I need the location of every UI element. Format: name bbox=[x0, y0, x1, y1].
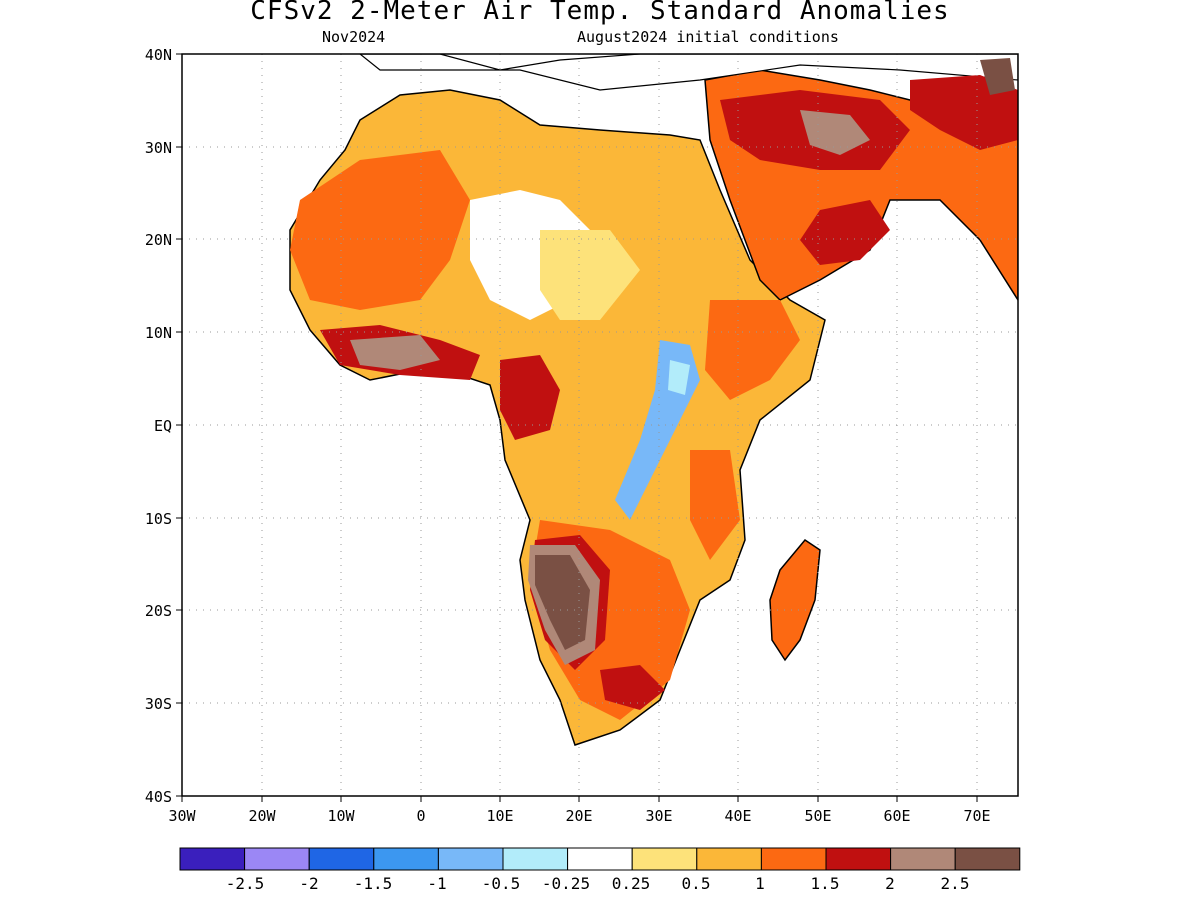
initial-conditions: August2024 initial conditions bbox=[577, 28, 839, 46]
lon-label: 60E bbox=[883, 807, 910, 825]
congo-anomaly bbox=[500, 355, 560, 440]
south-africa-anomaly bbox=[600, 665, 665, 710]
lon-label: 20E bbox=[565, 807, 592, 825]
lat-label: 40N bbox=[145, 46, 172, 64]
colorbar-label: -1 bbox=[427, 874, 446, 893]
lon-label: 30W bbox=[168, 807, 196, 825]
colorbar-swatch bbox=[696, 847, 762, 871]
colorbar-labels: -2.5 -2 -1.5 -1 -0.5 -0.25 0.25 0.5 1 1.… bbox=[226, 874, 970, 893]
colorbar-swatch bbox=[437, 847, 504, 871]
arabia-south-anomaly bbox=[800, 200, 890, 265]
west-africa-peak-anomaly bbox=[350, 335, 440, 370]
colorbar bbox=[179, 847, 1021, 871]
lon-labels: 30W 20W 10W 0 10E 20E 30E 40E 50E 60E 70… bbox=[168, 807, 990, 825]
colorbar-swatch bbox=[631, 847, 698, 871]
gridlines bbox=[182, 54, 1018, 796]
lon-label: 20W bbox=[248, 807, 276, 825]
colorbar-label: -2 bbox=[299, 874, 318, 893]
lon-label: 50E bbox=[804, 807, 831, 825]
colorbar-label: 0.5 bbox=[682, 874, 711, 893]
lat-label: EQ bbox=[154, 417, 172, 435]
namibia-core-anomaly bbox=[535, 555, 590, 650]
colorbar-label: -0.5 bbox=[482, 874, 521, 893]
colorbar-swatch bbox=[890, 847, 956, 871]
anomaly-field bbox=[289, 54, 1018, 746]
iran-peak-anomaly bbox=[980, 58, 1015, 95]
colorbar-swatch bbox=[954, 847, 1021, 871]
colorbar-label: 2.5 bbox=[941, 874, 970, 893]
colorbar-swatch bbox=[179, 847, 246, 871]
lat-label: 20S bbox=[145, 602, 172, 620]
axis-ticks bbox=[176, 53, 978, 802]
valid-period: Nov2024 bbox=[322, 28, 386, 46]
colorbar-swatch bbox=[308, 847, 375, 871]
lat-label: 30N bbox=[145, 139, 172, 157]
europe-land bbox=[359, 54, 1018, 91]
lat-labels: 40N 30N 20N 10N EQ 10S 20S 30S 40S bbox=[145, 46, 172, 806]
colorbar-swatch bbox=[567, 847, 633, 871]
colorbar-label: -0.25 bbox=[542, 874, 590, 893]
colorbar-swatch bbox=[825, 847, 892, 871]
lat-label: 40S bbox=[145, 788, 172, 806]
colorbar-label: 2 bbox=[885, 874, 895, 893]
colorbar-swatch bbox=[502, 847, 569, 871]
map-title: CFSv2 2-Meter Air Temp. Standard Anomali… bbox=[250, 0, 950, 26]
sahara-west-anomaly bbox=[290, 150, 470, 310]
lon-label: 70E bbox=[963, 807, 990, 825]
east-africa-light-anomaly bbox=[668, 360, 690, 395]
colorbar-label: 0.25 bbox=[612, 874, 651, 893]
lon-label: 30E bbox=[645, 807, 672, 825]
colorbar-label: 1 bbox=[755, 874, 765, 893]
colorbar-swatch bbox=[760, 847, 827, 871]
colorbar-label: -1.5 bbox=[354, 874, 393, 893]
sahara-light-anomaly bbox=[540, 230, 640, 320]
lon-label: 0 bbox=[416, 807, 425, 825]
colorbar-label: -2.5 bbox=[226, 874, 265, 893]
lon-label: 10W bbox=[327, 807, 355, 825]
lon-label: 10E bbox=[486, 807, 513, 825]
lon-label: 40E bbox=[724, 807, 751, 825]
arabia-high-anomaly bbox=[800, 110, 870, 155]
lat-label: 30S bbox=[145, 695, 172, 713]
madagascar-land bbox=[769, 539, 821, 662]
tanzania-anomaly bbox=[690, 450, 740, 560]
lat-label: 20N bbox=[145, 231, 172, 249]
colorbar-swatch bbox=[244, 847, 310, 871]
colorbar-swatch bbox=[373, 847, 439, 871]
colorbar-label: 1.5 bbox=[811, 874, 840, 893]
lat-label: 10N bbox=[145, 324, 172, 342]
lat-label: 10S bbox=[145, 510, 172, 528]
horn-anomaly bbox=[705, 300, 800, 400]
